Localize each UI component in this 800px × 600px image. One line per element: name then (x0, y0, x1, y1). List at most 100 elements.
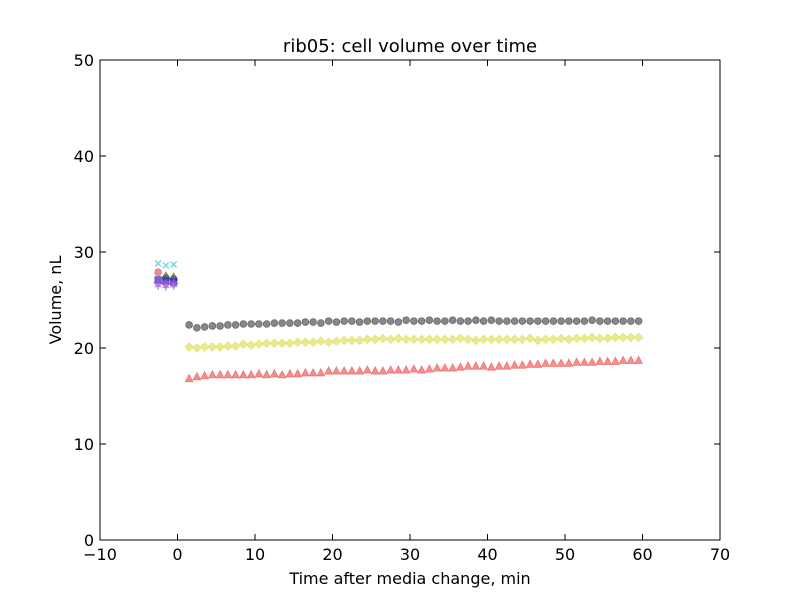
data-point-circle (619, 317, 627, 325)
data-point-diamond (455, 333, 466, 344)
data-point-triangle (262, 369, 272, 379)
y-tick-label: 50 (74, 51, 94, 70)
data-point-triangle (215, 369, 225, 379)
data-point-diamond (184, 342, 194, 352)
data-point-diamond (300, 337, 311, 348)
data-point-circle (596, 317, 604, 325)
data-point-triangle (510, 360, 520, 369)
data-point-circle (611, 317, 620, 325)
data-point-triangle (494, 361, 504, 370)
data-point-diamond (618, 332, 628, 343)
data-point-triangle (525, 359, 535, 368)
data-point-circle (371, 317, 379, 325)
data-point-triangle (626, 355, 636, 364)
data-point-triangle (463, 361, 473, 370)
data-point-circle (379, 317, 387, 325)
data-point-diamond (385, 334, 396, 345)
data-point-triangle (293, 368, 303, 378)
data-point-circle (355, 318, 364, 326)
data-point-circle (224, 321, 232, 329)
data-point-diamond (478, 334, 489, 345)
data-point-triangle (572, 357, 582, 366)
data-point-diamond (323, 337, 334, 348)
data-point-diamond (494, 334, 504, 345)
data-point-diamond (447, 334, 458, 345)
data-point-diamond (626, 332, 636, 343)
x-tick-label: 0 (172, 545, 182, 564)
data-point-circle (456, 317, 465, 325)
data-point-triangle (362, 365, 372, 374)
data-point-circle (433, 317, 441, 325)
data-point-diamond (285, 338, 295, 348)
data-point-triangle (587, 357, 597, 366)
data-point-circle (518, 317, 527, 325)
data-point-circle (479, 317, 488, 325)
data-point-diamond (401, 334, 411, 345)
x-tick-label: 20 (322, 545, 342, 564)
plot-frame (99, 59, 721, 541)
data-point-diamond (579, 333, 590, 344)
data-point-diamond (533, 335, 543, 346)
data-point-triangle (308, 367, 318, 377)
data-point-diamond (292, 337, 303, 348)
data-point-circle (363, 317, 372, 325)
data-point-triangle (409, 364, 419, 373)
data-point-triangle (634, 355, 644, 364)
data-point-triangle (192, 371, 202, 381)
data-point-triangle (386, 365, 396, 374)
data-point-circle (278, 319, 286, 327)
data-point-circle (510, 317, 519, 325)
data-point-diamond (192, 343, 202, 353)
data-point-triangle (502, 361, 512, 370)
data-point-triangle (355, 365, 365, 375)
data-point-diamond (432, 334, 442, 345)
x-tick-label: 60 (632, 545, 652, 564)
data-point-triangle (254, 368, 264, 378)
data-point-triangle (269, 368, 279, 378)
data-point-triangle (448, 363, 458, 372)
data-point-circle (200, 323, 209, 331)
data-point-circle (565, 317, 573, 325)
data-point-circle (627, 317, 635, 325)
data-point-diamond (595, 333, 605, 344)
data-point-triangle (432, 363, 442, 372)
data-point-plus (154, 283, 162, 291)
data-point-circle (580, 317, 589, 325)
data-point-circle (239, 320, 248, 328)
data-point-triangle (595, 356, 605, 365)
data-point-diamond (556, 333, 566, 344)
data-point-circle (193, 324, 201, 332)
x-tick-label: 10 (245, 545, 265, 564)
x-axis-ticks: −10 0 10 20 30 40 50 60 70 (83, 60, 730, 564)
data-point-circle (255, 320, 263, 328)
x-tick-label: 50 (555, 545, 575, 564)
data-point-triangle (603, 356, 613, 365)
data-point-circle (185, 321, 193, 329)
data-point-circle (386, 317, 395, 325)
data-point-triangle (339, 365, 349, 375)
data-point-triangle (378, 365, 388, 375)
data-markers (153, 260, 644, 383)
data-point-diamond (502, 334, 512, 345)
data-point-triangle (440, 363, 450, 372)
data-point-circle (208, 322, 217, 330)
data-point-triangle (556, 358, 566, 367)
data-point-diamond (587, 332, 597, 343)
data-point-triangle (517, 360, 527, 369)
data-point-diamond (525, 333, 535, 344)
data-point-triangle (316, 367, 326, 377)
data-point-circle (410, 317, 418, 325)
y-tick-label: 30 (74, 243, 94, 262)
data-point-circle (603, 317, 612, 325)
data-point-circle (293, 319, 302, 327)
data-point-triangle (300, 367, 310, 377)
y-tick-label: 0 (84, 531, 94, 550)
y-axis-label: Volume, nL (46, 256, 65, 345)
data-point-circle (425, 316, 434, 324)
data-point-circle (472, 316, 480, 324)
data-point-circle (262, 320, 271, 328)
data-point-triangle (285, 368, 295, 378)
data-point-triangle (455, 362, 465, 371)
data-point-diamond (509, 334, 520, 345)
